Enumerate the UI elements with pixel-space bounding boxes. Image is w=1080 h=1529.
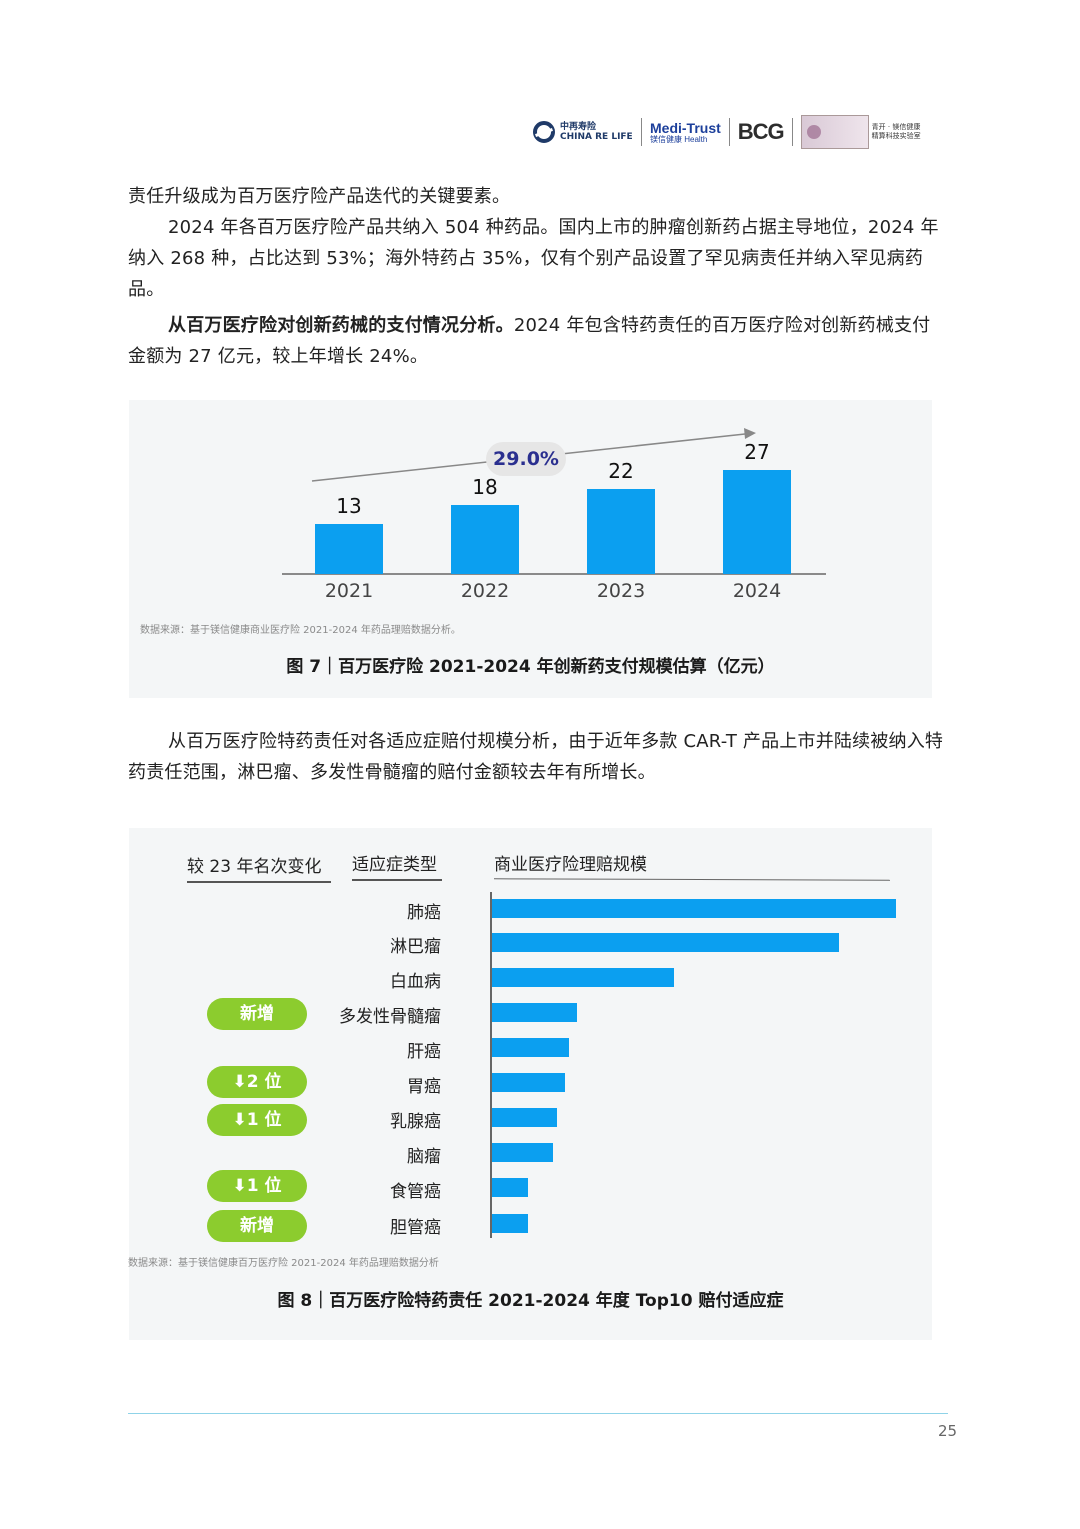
logo-en-text: CHINA RE LIFE [560,132,633,142]
bar-2024 [723,470,791,574]
rank-badge-down-1: ⬇1 位 [207,1170,307,1202]
logo-divider [641,118,642,146]
claims-bar [492,1107,557,1127]
lab-logo-image [800,115,869,149]
rank-badge-text: 1 位 [246,1110,282,1130]
growth-label: 29.0% [486,442,566,476]
logo-divider [791,118,793,146]
lab-logo-line2: 精算科技实验室 [871,132,921,140]
indication-label: 胆管癌 [390,1218,441,1238]
down-arrow-icon: ⬇ [232,1072,247,1092]
down-arrow-icon: ⬇ [232,1110,247,1130]
indication-label: 胃癌 [407,1077,441,1097]
column-header-claims: 商业医疗险理赔规模 [494,855,647,875]
indication-label: 脑瘤 [407,1147,441,1167]
logo-cn-text: 中再寿险 [560,122,597,132]
claims-bar [492,898,896,918]
footer-rule [128,1413,948,1414]
bar-value-label: 27 [744,440,770,465]
column-header-indication: 适应症类型 [352,850,442,881]
lab-logo: 青开 · 镁信健康 精算科技实验室 [800,115,921,149]
indication-label: 多发性骨髓瘤 [339,1007,441,1027]
logo-divider [728,118,730,146]
paragraph-3-text: 2024 年包含特药责任的百万医疗险对创新药械支付金额为 27 亿元，较上年增长… [128,315,931,367]
indication-label: 食管癌 [390,1182,441,1202]
claims-bar [492,967,674,987]
indication-label: 淋巴瘤 [390,937,441,957]
figure-8-source: 数据来源：基于镁信健康百万医疗险 2021-2024 年药品理赔数据分析 [128,1258,439,1269]
claims-bar [492,1037,569,1057]
rank-badge-down-1: ⬇1 位 [207,1104,307,1136]
paragraph-1: 责任升级成为百万医疗险产品迭代的关键要素。 [128,186,511,207]
bar-2022 [451,504,519,574]
figure-7-source: 数据来源：基于镁信健康商业医疗险 2021-2024 年药品理赔数据分析。 [140,625,461,636]
bar-2023 [587,489,655,574]
lab-logo-line1: 青开 · 镁信健康 [871,123,921,131]
bar-value-label: 13 [336,493,362,518]
claims-bar [492,1177,529,1197]
meditrust-sub-text: 镁信健康 Health [650,134,708,144]
column-header-rank-change: 较 23 年名次变化 [187,852,331,883]
claims-bar [492,932,840,952]
rank-badge-new: 新增 [207,998,307,1030]
figure-7-trend-arrow [282,428,826,575]
down-arrow-icon: ⬇ [232,1176,247,1196]
header-logos: 中再寿险 CHINA RE LIFE Medi-Trust 镁信健康 Healt… [533,110,953,154]
page-number: 25 [938,1422,958,1440]
paragraph-2: 2024 年各百万医疗险产品共纳入 504 种药品。国内上市的肿瘤创新药占据主导… [128,217,939,300]
bar-value-label: 18 [472,474,498,499]
meditrust-main-text: Medi-Trust [650,119,721,136]
claims-bar [492,1072,565,1092]
china-re-logo-icon [533,121,555,143]
paragraph-3-bold: 从百万医疗险对创新药械的支付情况分析。 [168,315,514,336]
claims-bar [492,1213,529,1233]
bar-value-label: 22 [608,459,634,484]
paragraph-4: 从百万医疗险特药责任对各适应症赔付规模分析，由于近年多款 CAR-T 产品上市并… [128,731,944,783]
claims-bar [492,1002,577,1022]
x-tick-label: 2021 [324,580,374,602]
figure-7-caption: 图 7｜百万医疗险 2021-2024 年创新药支付规模估算（亿元） [286,657,775,677]
rank-badge-down-2: ⬇2 位 [207,1066,307,1098]
rank-badge-text: 2 位 [246,1072,282,1092]
indication-label: 乳腺癌 [390,1112,441,1132]
bcg-logo: BCG [737,119,785,144]
indication-label: 肺癌 [407,903,441,923]
bar-axis-line [490,892,492,1238]
indication-label: 白血病 [390,972,441,992]
figure-8-caption: 图 8｜百万医疗险特药责任 2021-2024 年度 Top10 赔付适应症 [277,1291,784,1311]
indication-label: 肝癌 [407,1042,441,1062]
rank-badge-text: 1 位 [246,1176,282,1196]
x-tick-label: 2022 [460,580,510,602]
rank-badge-new: 新增 [207,1210,307,1242]
x-tick-label: 2024 [732,580,782,602]
china-re-life-logo: 中再寿险 CHINA RE LIFE [533,121,633,143]
x-tick-label: 2023 [596,580,646,602]
bar-2021 [315,523,383,574]
meditrust-logo: Medi-Trust 镁信健康 Health [650,121,721,144]
claims-bar [492,1142,553,1162]
paragraph-3: 从百万医疗险对创新药械的支付情况分析。2024 年包含特药责任的百万医疗险对创新… [128,310,948,372]
